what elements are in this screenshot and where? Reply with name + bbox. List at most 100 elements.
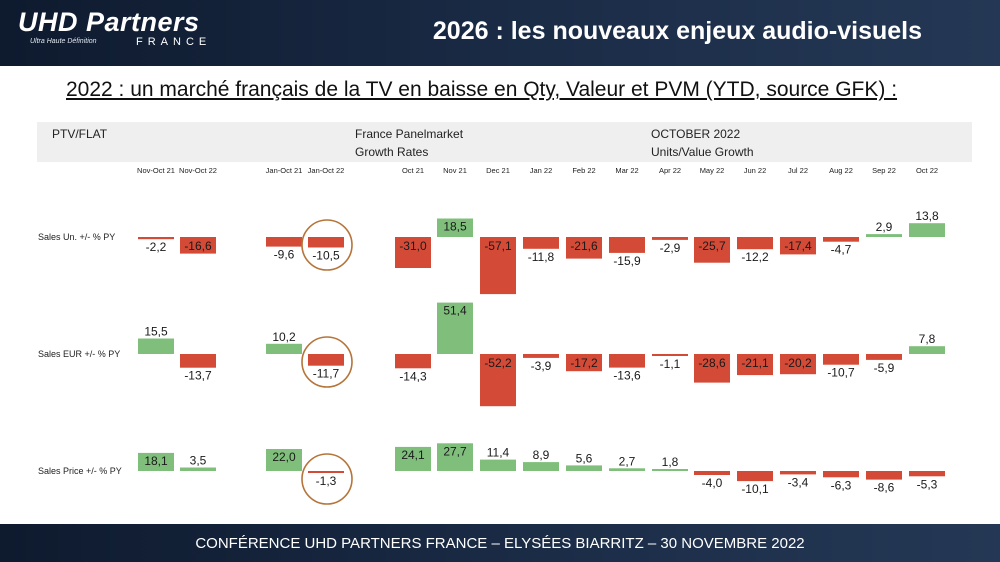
- data-label: -11,8: [528, 250, 555, 264]
- bar: [308, 237, 344, 248]
- bar: [480, 354, 516, 407]
- data-label: -12,2: [741, 250, 769, 264]
- category-tick-label: Jul 22: [788, 166, 808, 175]
- logo-tagline: Ultra Haute Définition: [30, 38, 97, 45]
- bar: [395, 354, 431, 369]
- data-label: 15,5: [144, 325, 168, 339]
- data-label: -17,2: [570, 356, 598, 370]
- data-label: -10,1: [741, 482, 769, 496]
- series-row-label: Sales Un. +/- % PY: [38, 232, 115, 242]
- category-tick-label: Aug 22: [829, 166, 853, 175]
- data-label: 24,1: [401, 448, 425, 462]
- bar: [480, 237, 516, 295]
- bar: [866, 354, 902, 360]
- data-label: -17,4: [784, 239, 812, 253]
- data-label: -11,7: [313, 367, 340, 381]
- bar: [437, 302, 473, 354]
- data-label: -16,6: [184, 239, 212, 253]
- logo-country: FRANCE: [136, 36, 212, 48]
- bar: [694, 471, 730, 475]
- data-label: -6,3: [831, 478, 852, 492]
- data-label: -1,3: [316, 474, 337, 488]
- data-label: 27,7: [443, 444, 467, 458]
- data-label: 13,8: [915, 209, 939, 223]
- data-label: -14,3: [399, 369, 427, 383]
- highlight-circle: [301, 453, 353, 505]
- bar: [823, 354, 859, 365]
- category-tick-label: Sep 22: [872, 166, 896, 175]
- data-label: -31,0: [399, 239, 427, 253]
- bar: [609, 237, 645, 253]
- data-label: -21,1: [741, 356, 769, 370]
- bar: [566, 465, 602, 471]
- bar: [395, 446, 431, 471]
- data-label: -3,9: [531, 359, 552, 373]
- bar: [909, 346, 945, 354]
- bar: [266, 449, 302, 471]
- bar: [909, 471, 945, 477]
- logo-wordmark: UHD Partners: [18, 7, 200, 37]
- bar: [609, 354, 645, 368]
- category-tick-label: Nov 21: [443, 166, 467, 175]
- category-tick-label: Mar 22: [615, 166, 638, 175]
- data-label: -5,3: [917, 477, 938, 491]
- header-bar: UHD Partners Ultra Haute Définition FRAN…: [0, 0, 1000, 66]
- data-label: -15,9: [613, 254, 641, 268]
- data-label: 2,7: [619, 454, 636, 468]
- bar: [437, 218, 473, 237]
- data-label: 8,9: [533, 448, 550, 462]
- bar: [823, 237, 859, 242]
- bar: [823, 471, 859, 478]
- series-row-label: Sales Price +/- % PY: [38, 466, 122, 476]
- data-label: 18,1: [144, 454, 168, 468]
- segment-label: PTV/FLAT: [52, 127, 108, 141]
- category-tick-label: May 22: [700, 166, 725, 175]
- bar: [737, 471, 773, 482]
- data-label: 2,9: [876, 220, 893, 234]
- data-label: -10,7: [827, 366, 855, 380]
- highlight-circle: [301, 336, 353, 388]
- bar: [566, 237, 602, 259]
- bar: [737, 237, 773, 250]
- bar: [909, 223, 945, 237]
- category-tick-label: Oct 21: [402, 166, 424, 175]
- category-tick-label: Jan 22: [530, 166, 553, 175]
- bar: [266, 343, 302, 354]
- data-label: -13,6: [613, 369, 641, 383]
- data-label: 3,5: [190, 454, 207, 468]
- bar: [180, 467, 216, 471]
- data-label: -10,5: [312, 249, 340, 263]
- slide-title: 2026 : les nouveaux enjeux audio-visuels: [432, 17, 922, 45]
- bar: [480, 459, 516, 471]
- bar: [437, 443, 473, 471]
- bar: [737, 354, 773, 376]
- category-tick-label: Dec 21: [486, 166, 510, 175]
- bar: [308, 471, 344, 473]
- metric-label: Growth Rates: [355, 145, 429, 159]
- bar: [694, 237, 730, 263]
- data-label: 11,4: [487, 446, 510, 460]
- data-label: -13,7: [184, 369, 212, 383]
- data-label: 22,0: [272, 450, 296, 464]
- footer-text: CONFÉRENCE UHD PARTNERS FRANCE – ELYSÉES…: [195, 535, 805, 552]
- data-label: 51,4: [443, 304, 467, 318]
- bar: [138, 338, 174, 354]
- bar: [694, 354, 730, 383]
- highlight-circle: [301, 219, 353, 271]
- category-tick-label: Apr 22: [659, 166, 681, 175]
- bar: [609, 468, 645, 471]
- data-label: -3,4: [788, 475, 809, 489]
- data-label: 10,2: [272, 330, 296, 344]
- bar: [780, 237, 816, 255]
- category-tick-label: Feb 22: [572, 166, 595, 175]
- category-tick-label: Oct 22: [916, 166, 938, 175]
- data-label: -20,2: [784, 356, 812, 370]
- data-label: 5,6: [576, 451, 593, 465]
- data-label: 7,8: [919, 332, 936, 346]
- bar: [523, 237, 559, 249]
- source-label: France Panelmarket: [355, 127, 464, 141]
- data-label: -9,6: [274, 248, 295, 262]
- bar: [395, 237, 431, 268]
- data-label: -21,6: [570, 239, 598, 253]
